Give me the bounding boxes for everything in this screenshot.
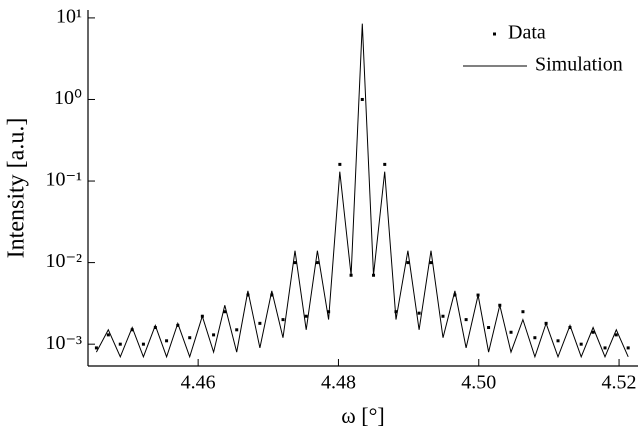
y-axis-title: Intensity [a.u.] [4, 118, 30, 259]
data-point [315, 261, 319, 265]
data-point [417, 311, 421, 315]
data-point [464, 318, 468, 322]
data-point [521, 310, 525, 314]
data-point [556, 339, 560, 343]
data-point [141, 342, 145, 346]
data-point [293, 261, 297, 265]
data-point [349, 273, 353, 277]
y-tick-label: 10¹ [56, 5, 82, 27]
data-point [130, 328, 134, 332]
data-point [453, 293, 457, 297]
data-point [406, 261, 410, 265]
data-point [304, 314, 308, 318]
data-point [338, 162, 342, 166]
y-tick-label: 10⁻³ [45, 332, 82, 354]
data-point [212, 333, 216, 337]
data-point [533, 336, 537, 340]
data-point [487, 326, 491, 330]
data-point [106, 333, 110, 337]
y-tick-label: 10⁻² [45, 250, 82, 272]
y-tick-label: 10⁰ [54, 87, 82, 109]
y-tick-label: 10⁻¹ [45, 169, 82, 191]
data-point [591, 330, 595, 334]
data-point [118, 342, 122, 346]
data-point [614, 333, 618, 337]
data-point [603, 346, 607, 350]
data-point [246, 293, 250, 297]
data-point [153, 326, 157, 330]
data-point [509, 330, 513, 334]
data-point [188, 336, 192, 340]
simulation-line [95, 23, 629, 359]
x-tick-label: 4.48 [321, 372, 356, 394]
data-point [235, 328, 239, 332]
data-point [281, 318, 285, 322]
data-point [394, 310, 398, 314]
x-tick-label: 4.46 [181, 372, 216, 394]
data-point [94, 346, 98, 350]
data-point [223, 310, 227, 314]
data-point [429, 261, 433, 265]
data-point [383, 162, 387, 166]
data-point [360, 97, 364, 101]
data-point [579, 342, 583, 346]
data-point [626, 346, 630, 350]
data-point [176, 323, 180, 327]
data-point [165, 339, 169, 343]
x-axis-title: ω [°] [341, 403, 384, 428]
data-point [568, 326, 572, 330]
data-point [270, 293, 274, 297]
legend-label: Simulation [535, 54, 623, 76]
x-tick-label: 4.50 [461, 372, 496, 394]
data-point [258, 321, 262, 325]
legend-marker [493, 32, 496, 36]
data-point [372, 273, 376, 277]
x-tick-label: 4.52 [602, 372, 637, 394]
legend-label: Data [508, 22, 546, 44]
data-point [327, 310, 331, 314]
data-point [441, 314, 445, 318]
